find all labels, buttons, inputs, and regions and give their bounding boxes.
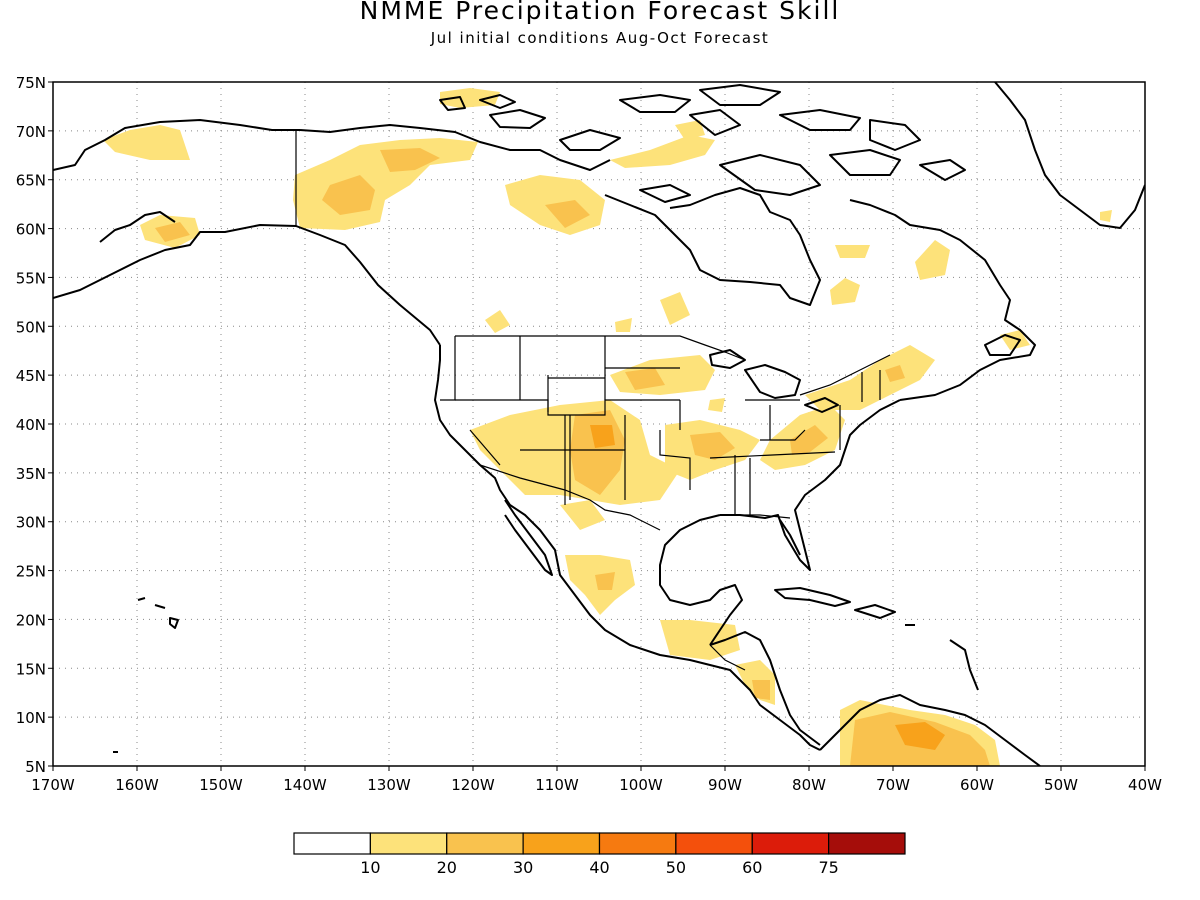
lat-label: 20N xyxy=(16,611,46,629)
colorbar-swatch xyxy=(828,832,906,855)
lon-label: 40W xyxy=(1128,776,1162,794)
latitude-labels: 75N 70N 65N 60N 55N 50N 45N 40N 35N 30N 25N 20N 15N 1… xyxy=(16,74,53,776)
lat-label: 55N xyxy=(16,269,46,287)
skill-region-labrador xyxy=(915,240,950,280)
colorbar-swatch xyxy=(369,832,448,855)
lon-label: 150W xyxy=(199,776,243,794)
lat-label: 10N xyxy=(16,709,46,727)
colorbar-label: 50 xyxy=(666,858,686,877)
lat-label: 75N xyxy=(16,74,46,92)
colorbar-label: 30 xyxy=(513,858,533,877)
lat-label: 35N xyxy=(16,465,46,483)
skill-region-northeast xyxy=(805,345,935,410)
colorbar-labels: 10 20 30 40 50 60 75 xyxy=(360,858,839,877)
colorbar-swatch xyxy=(522,832,601,855)
lat-label: 60N xyxy=(16,221,46,239)
lat-label: 45N xyxy=(16,367,46,385)
map-subtitle: Jul initial conditions Aug-Oct Forecast xyxy=(430,29,770,47)
colorbar-label: 10 xyxy=(360,858,380,877)
colorbar-swatch xyxy=(675,832,753,855)
lat-label: 50N xyxy=(16,318,46,336)
lat-label: 5N xyxy=(25,758,46,776)
lon-label: 50W xyxy=(1044,776,1078,794)
colorbar-label: 40 xyxy=(589,858,609,877)
colorbar-label: 20 xyxy=(437,858,457,877)
colorbar-swatch xyxy=(751,832,830,855)
lon-label: 100W xyxy=(619,776,663,794)
lon-label: 160W xyxy=(115,776,159,794)
colorbar-label: 75 xyxy=(818,858,838,877)
lon-label: 80W xyxy=(792,776,826,794)
lat-label: 30N xyxy=(16,514,46,532)
lon-label: 120W xyxy=(451,776,495,794)
skill-region-great-plains xyxy=(610,355,715,395)
map-title: NMME Precipitation Forecast Skill xyxy=(359,0,841,25)
lat-label: 65N xyxy=(16,172,46,190)
colorbar-swatch xyxy=(446,832,524,855)
lon-label: 170W xyxy=(31,776,75,794)
skill-shading xyxy=(103,88,1112,766)
political-boundaries xyxy=(295,130,891,671)
lat-label: 25N xyxy=(16,563,46,581)
lon-label: 90W xyxy=(708,776,742,794)
lon-label: 110W xyxy=(535,776,579,794)
skill-region-alaska-north xyxy=(103,125,190,160)
lat-label: 15N xyxy=(16,660,46,678)
longitude-labels: 170W 160W 150W 140W 130W 120W 110W 100W 90W 80W 70… xyxy=(31,766,1162,794)
colorbar-swatch xyxy=(598,832,677,855)
lon-label: 130W xyxy=(367,776,411,794)
lon-label: 140W xyxy=(283,776,327,794)
coastlines xyxy=(53,82,1145,766)
colorbar-swatch xyxy=(293,832,371,855)
lon-label: 60W xyxy=(960,776,994,794)
lat-label: 40N xyxy=(16,416,46,434)
colorbar xyxy=(293,832,906,855)
skill-region-arctic-east xyxy=(610,135,715,168)
lon-label: 70W xyxy=(876,776,910,794)
colorbar-label: 60 xyxy=(742,858,762,877)
lat-label: 70N xyxy=(16,123,46,141)
skill-region-central-america xyxy=(660,620,740,660)
